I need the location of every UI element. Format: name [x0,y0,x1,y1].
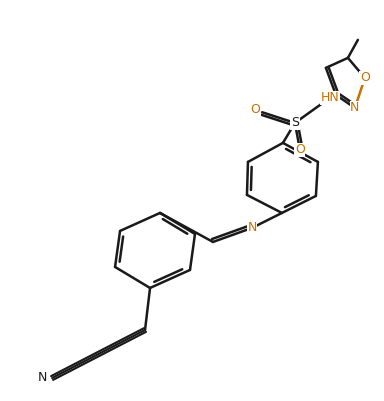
Text: N: N [350,101,359,114]
Text: O: O [250,103,260,116]
Text: O: O [360,71,370,84]
Text: O: O [295,144,305,156]
Text: N: N [247,221,257,235]
Text: HN: HN [321,91,339,104]
Text: S: S [291,116,299,130]
Text: N: N [37,371,47,385]
